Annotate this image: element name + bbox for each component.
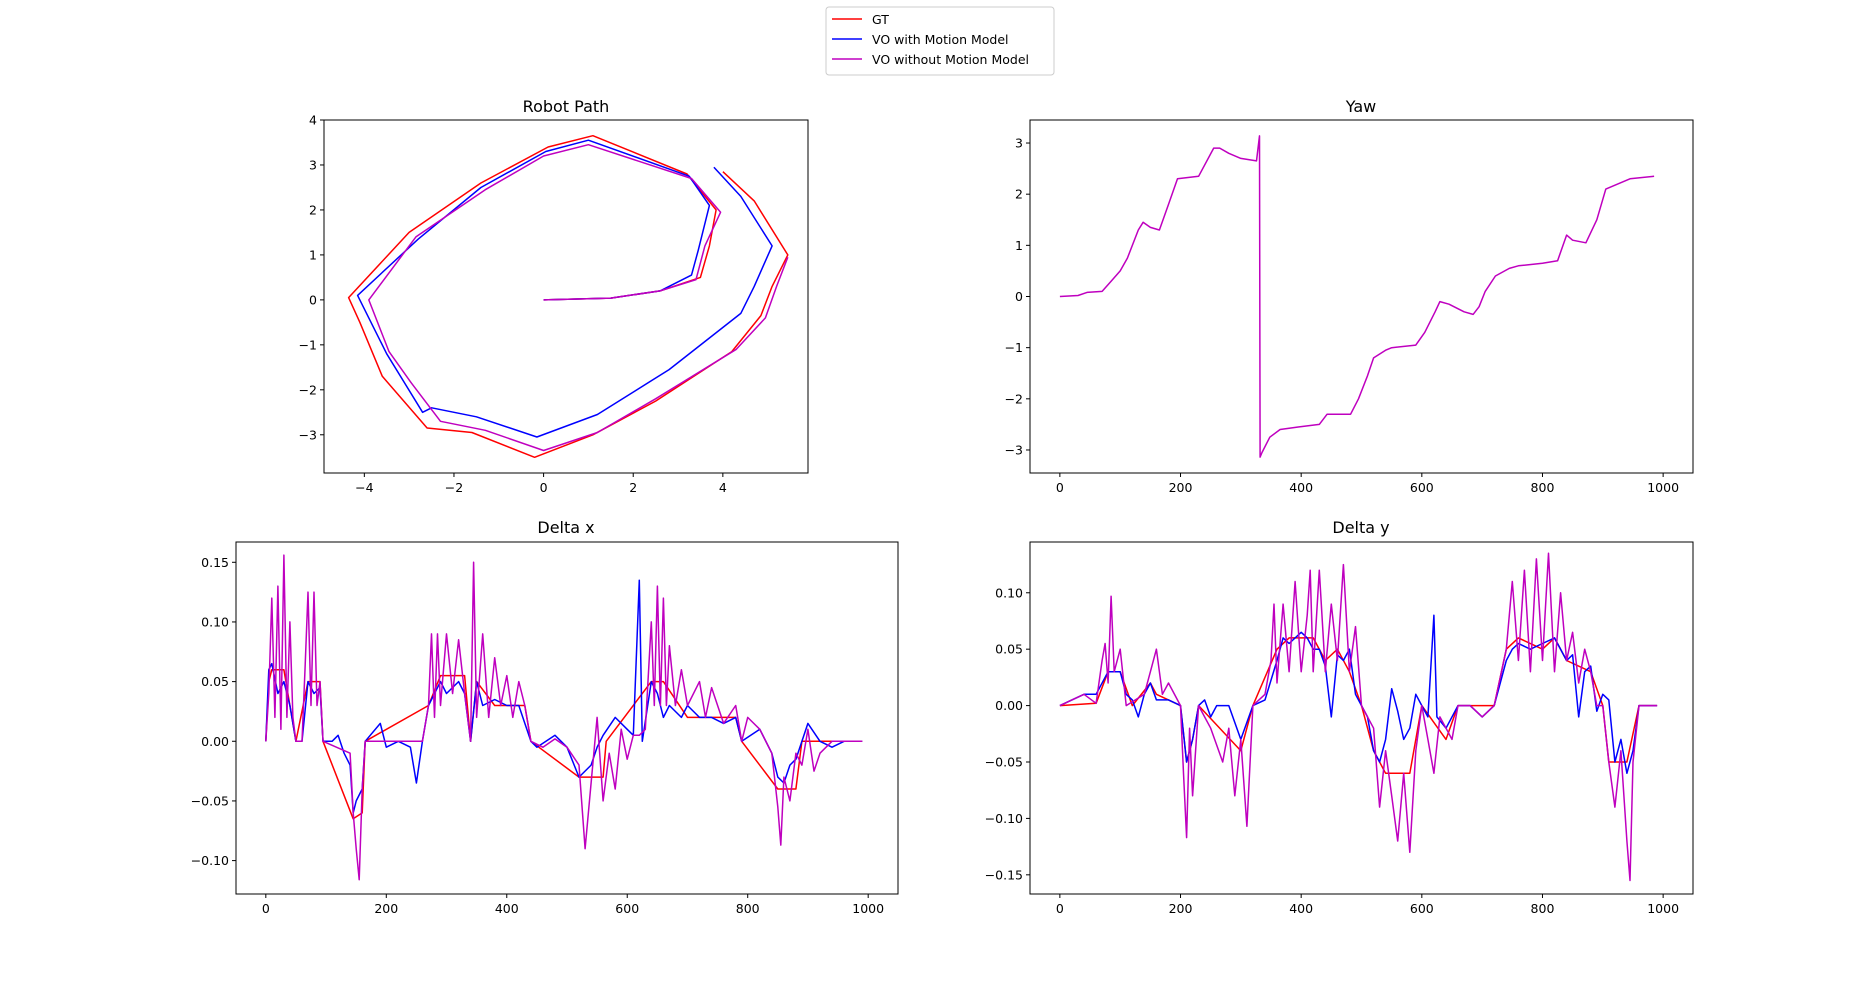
y-tick-label: 0.15 [201, 555, 229, 570]
y-tick-label: 1 [1015, 238, 1023, 253]
delta-x-axes-frame [235, 541, 899, 895]
y-tick-label: −2 [1005, 391, 1023, 406]
y-tick-label: −0.15 [985, 867, 1023, 882]
delta-y-axes: Delta y 0 200 400 600 800 1000 −0.15 −0.10 −0.05… [985, 518, 1694, 916]
y-tick-label: 0.00 [995, 698, 1023, 713]
legend-label-vo-with-motion-model: VO with Motion Model [872, 32, 1009, 47]
y-tick-label: 2 [309, 202, 317, 217]
x-tick-label: 200 [1169, 480, 1193, 495]
y-tick-label: 3 [309, 157, 317, 172]
y-tick-label: −3 [1005, 442, 1023, 457]
path-series-gt [347, 134, 789, 459]
x-tick-label: 1000 [1647, 901, 1679, 916]
x-tick-label: 600 [1410, 480, 1434, 495]
legend-label-vo-without-motion-model: VO without Motion Model [872, 52, 1029, 67]
x-tick-label: 200 [374, 901, 398, 916]
y-tick-label: −3 [299, 427, 317, 442]
yaw-axes: Yaw 0 200 400 600 800 1000 −3 −2 −1 0 1 2 3 [1005, 97, 1694, 495]
y-tick-label: 4 [309, 113, 317, 128]
y-tick-label: 0.05 [995, 642, 1023, 657]
legend-label-gt: GT [872, 12, 889, 27]
y-tick-label: 3 [1015, 136, 1023, 151]
x-tick-label: −2 [445, 480, 463, 495]
delta-y-axes-frame [1029, 541, 1694, 895]
yaw-series-vo-without-motion-model [1059, 135, 1655, 458]
y-tick-label: −0.10 [191, 853, 229, 868]
x-tick-label: 2 [629, 480, 637, 495]
x-tick-label: −4 [355, 480, 373, 495]
delta-x-axes: Delta x 0 200 400 600 800 1000 −0.10 −0.05 0.00 0… [191, 518, 899, 916]
x-tick-label: 4 [719, 480, 727, 495]
delta-y-series-vo-without-motion-model [1059, 552, 1658, 882]
y-tick-label: 0.00 [201, 734, 229, 749]
delta-y-title: Delta y [1332, 518, 1389, 537]
x-tick-label: 800 [1531, 480, 1555, 495]
y-tick-label: −0.10 [985, 811, 1023, 826]
legend-frame [825, 6, 1055, 76]
y-tick-label: −2 [299, 382, 317, 397]
delta-x-title: Delta x [537, 518, 594, 537]
x-tick-label: 400 [1289, 480, 1313, 495]
x-tick-label: 0 [1056, 480, 1064, 495]
x-tick-label: 400 [1289, 901, 1313, 916]
delta-x-series-vo-without-motion-model [265, 554, 863, 881]
yaw-title: Yaw [1345, 97, 1376, 116]
x-tick-label: 200 [1169, 901, 1193, 916]
y-tick-label: 2 [1015, 187, 1023, 202]
y-tick-label: 0 [309, 292, 317, 307]
x-tick-label: 0 [262, 901, 270, 916]
y-tick-label: −1 [1005, 340, 1023, 355]
x-tick-label: 800 [1531, 901, 1555, 916]
x-tick-label: 0 [540, 480, 548, 495]
path-axes-frame [323, 119, 809, 474]
path-series-vo-without-motion-model [368, 143, 789, 452]
delta-x-series-vo-with-motion-model [265, 579, 863, 814]
legend: GT VO with Motion Model VO without Motio… [825, 6, 1055, 76]
y-tick-label: 0.10 [995, 585, 1023, 600]
x-tick-label: 800 [736, 901, 760, 916]
x-tick-label: 400 [495, 901, 519, 916]
x-tick-label: 600 [1410, 901, 1434, 916]
x-tick-label: 1000 [1647, 480, 1679, 495]
robot-path-axes: Robot Path −4 −2 0 2 4 −3 −2 −1 0 1 2 3 4 [299, 97, 809, 495]
x-tick-label: 0 [1056, 901, 1064, 916]
y-tick-label: −0.05 [985, 755, 1023, 770]
y-tick-label: 0 [1015, 289, 1023, 304]
x-tick-label: 1000 [852, 901, 884, 916]
y-tick-label: 1 [309, 247, 317, 262]
robot-path-title: Robot Path [523, 97, 610, 116]
y-tick-label: 0.05 [201, 674, 229, 689]
path-series-vo-with-motion-model [356, 139, 773, 438]
y-tick-label: −0.05 [191, 793, 229, 808]
y-tick-label: −1 [299, 337, 317, 352]
y-tick-label: 0.10 [201, 614, 229, 629]
x-tick-label: 600 [615, 901, 639, 916]
